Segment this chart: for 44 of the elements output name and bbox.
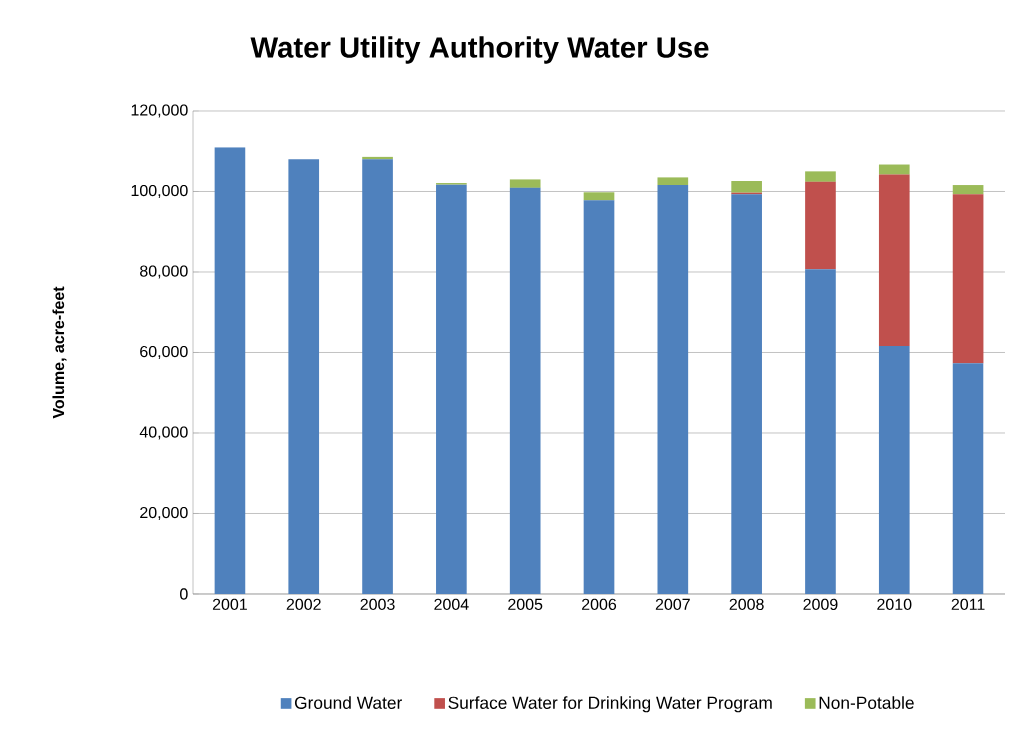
bar — [878, 174, 910, 347]
bar — [878, 346, 910, 594]
y-tick-label: 120,000 — [131, 104, 188, 118]
bar — [731, 181, 762, 193]
bar — [952, 363, 984, 594]
x-tick-label: 2007 — [655, 598, 690, 611]
bar — [731, 194, 762, 594]
bar — [657, 177, 689, 186]
y-tick-label: 60,000 — [140, 345, 188, 360]
bar — [583, 192, 615, 201]
bar — [805, 171, 836, 182]
x-tick-label: 2004 — [434, 598, 469, 611]
bar — [657, 185, 689, 594]
legend-label: Ground Water — [294, 696, 403, 709]
y-tick-label: 40,000 — [139, 426, 188, 440]
y-tick-label: 20,000 — [140, 506, 188, 521]
bar — [509, 179, 541, 188]
bar — [509, 187, 541, 594]
x-tick-label: 2006 — [582, 598, 617, 611]
bar — [583, 200, 615, 594]
x-tick-label: 2010 — [877, 598, 912, 611]
legend-label: Non-Potable — [819, 696, 914, 709]
x-tick-label: 2008 — [729, 598, 764, 611]
bar — [288, 159, 320, 594]
y-axis-title: Volume, acre-feet — [52, 286, 67, 419]
x-tick-label: 2001 — [212, 598, 247, 611]
bar — [805, 181, 836, 270]
bar — [952, 185, 984, 195]
x-tick-label: 2009 — [803, 598, 838, 611]
x-tick-label: 2011 — [951, 598, 985, 611]
bar — [878, 164, 910, 175]
legend-label: Surface Water for Drinking Water Program — [448, 696, 772, 713]
x-tick-label: 2002 — [286, 598, 321, 611]
bar — [214, 147, 246, 594]
y-tick-label: 0 — [180, 588, 188, 600]
chart-title: Water Utility Authority Water Use — [250, 36, 709, 64]
x-tick-label: 2003 — [360, 598, 395, 611]
y-tick-label: 100,000 — [131, 184, 188, 199]
bar — [805, 269, 836, 594]
bar — [436, 184, 467, 594]
bar — [952, 194, 984, 364]
x-tick-label: 2005 — [508, 598, 543, 611]
y-tick-label: 80,000 — [140, 265, 188, 279]
bar — [362, 159, 393, 594]
